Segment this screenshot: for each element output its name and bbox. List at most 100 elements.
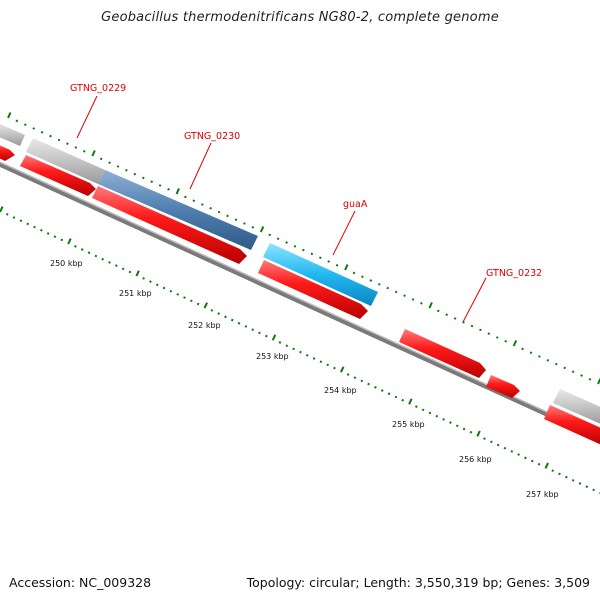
major-tick <box>175 188 180 195</box>
minor-tick <box>352 271 356 275</box>
minor-tick <box>190 299 193 303</box>
minor-tick <box>57 138 61 142</box>
grey-feature-bar-gtng0229[interactable] <box>26 138 105 184</box>
minor-tick <box>33 225 36 229</box>
minor-tick <box>293 244 297 248</box>
minor-tick <box>585 485 589 489</box>
minor-tick <box>176 293 180 296</box>
minor-tick <box>46 232 50 235</box>
minor-tick <box>453 317 457 320</box>
minor-tick <box>278 341 282 344</box>
major-tick <box>135 270 140 277</box>
gene-label-gtng0230[interactable]: GTNG_0230 <box>184 131 240 142</box>
minor-tick <box>592 488 595 492</box>
callout-line-gtng0229 <box>76 95 98 139</box>
minor-tick <box>150 180 154 184</box>
minor-tick <box>369 279 373 282</box>
callout-line-guaa <box>332 210 356 256</box>
steelblue-feature-bar-gtng0230[interactable] <box>98 170 258 250</box>
kbp-label: 254 kbp <box>324 386 357 395</box>
minor-tick <box>40 228 43 232</box>
minor-tick <box>504 339 508 343</box>
minor-tick <box>158 184 162 187</box>
callout-line-gtng0230 <box>189 142 212 190</box>
cds-arrow-gtng0232[interactable] <box>399 329 486 378</box>
minor-tick <box>469 430 473 434</box>
minor-tick <box>80 248 84 251</box>
gene-label-gtng0232[interactable]: GTNG_0232 <box>486 268 542 279</box>
minor-tick <box>521 347 524 351</box>
minor-tick <box>517 453 520 456</box>
minor-tick <box>421 408 425 412</box>
minor-tick <box>74 244 77 248</box>
lightblue-feature-bar-guaa[interactable] <box>263 243 378 306</box>
gene-labels: GTNG_0229 GTNG_0230 guaA GTNG_0232 <box>70 83 542 323</box>
minor-tick <box>184 195 187 199</box>
minor-tick <box>155 283 159 287</box>
minor-tick <box>234 218 238 222</box>
cds-arrow-gtng0229[interactable] <box>20 155 96 196</box>
kbp-ruler <box>0 206 600 494</box>
minor-tick <box>292 347 295 351</box>
minor-tick <box>32 127 36 130</box>
cds-track <box>0 143 600 446</box>
cds-arrow-right[interactable] <box>544 405 600 446</box>
minor-tick <box>121 267 125 271</box>
major-tick <box>408 398 413 405</box>
minor-tick <box>285 241 288 244</box>
minor-tick <box>588 377 592 381</box>
minor-tick <box>237 321 241 325</box>
minor-tick <box>224 315 227 319</box>
minor-tick <box>251 225 255 229</box>
minor-tick <box>442 418 445 421</box>
minor-tick <box>483 437 486 440</box>
minor-tick <box>455 424 459 428</box>
minor-tick <box>571 370 575 374</box>
minor-tick <box>411 298 415 301</box>
major-tick <box>203 302 209 309</box>
minor-tick <box>74 146 78 149</box>
minor-tick <box>319 360 323 364</box>
minor-tick <box>268 233 272 237</box>
genome-backbone <box>0 161 600 442</box>
minor-tick <box>546 358 550 362</box>
minor-tick <box>377 282 381 286</box>
cds-arrow-guaa[interactable] <box>258 260 368 319</box>
cds-arrow-1[interactable] <box>0 143 15 161</box>
major-tick <box>428 302 433 309</box>
cds-arrow-small[interactable] <box>486 375 520 398</box>
minor-tick <box>209 206 213 210</box>
minor-tick <box>312 357 316 360</box>
minor-tick <box>192 199 196 203</box>
minor-tick <box>265 334 268 338</box>
minor-tick <box>210 309 214 312</box>
minor-tick <box>495 336 499 339</box>
grey-feature-bar-right[interactable] <box>553 389 600 425</box>
minor-tick <box>142 277 145 280</box>
cds-arrow-gtng0230[interactable] <box>92 186 247 264</box>
minor-tick <box>251 328 255 332</box>
minor-tick <box>428 411 432 415</box>
minor-tick <box>435 414 439 418</box>
minor-tick <box>326 363 330 367</box>
minor-tick <box>361 275 364 279</box>
minor-tick <box>578 482 582 485</box>
minor-tick <box>108 261 111 264</box>
kbp-labels: 250 kbp 251 kbp 252 kbp 253 kbp 254 kbp … <box>50 259 559 499</box>
minor-tick <box>217 312 220 315</box>
gene-label-gtng0229[interactable]: GTNG_0229 <box>70 83 126 94</box>
minor-tick <box>276 237 280 241</box>
major-tick <box>259 226 265 233</box>
minor-tick <box>496 443 500 447</box>
major-tick <box>597 378 600 385</box>
minor-tick <box>327 260 331 263</box>
minor-tick <box>5 212 9 216</box>
minor-tick <box>226 214 229 218</box>
genome-summary-text: Topology: circular; Length: 3,550,319 bp… <box>246 575 590 590</box>
gene-label-guaa[interactable]: guaA <box>343 199 368 210</box>
minor-tick <box>436 309 440 313</box>
feature-track <box>0 122 600 425</box>
grey-feature-bar-left[interactable] <box>0 122 25 146</box>
minor-tick <box>374 385 377 389</box>
